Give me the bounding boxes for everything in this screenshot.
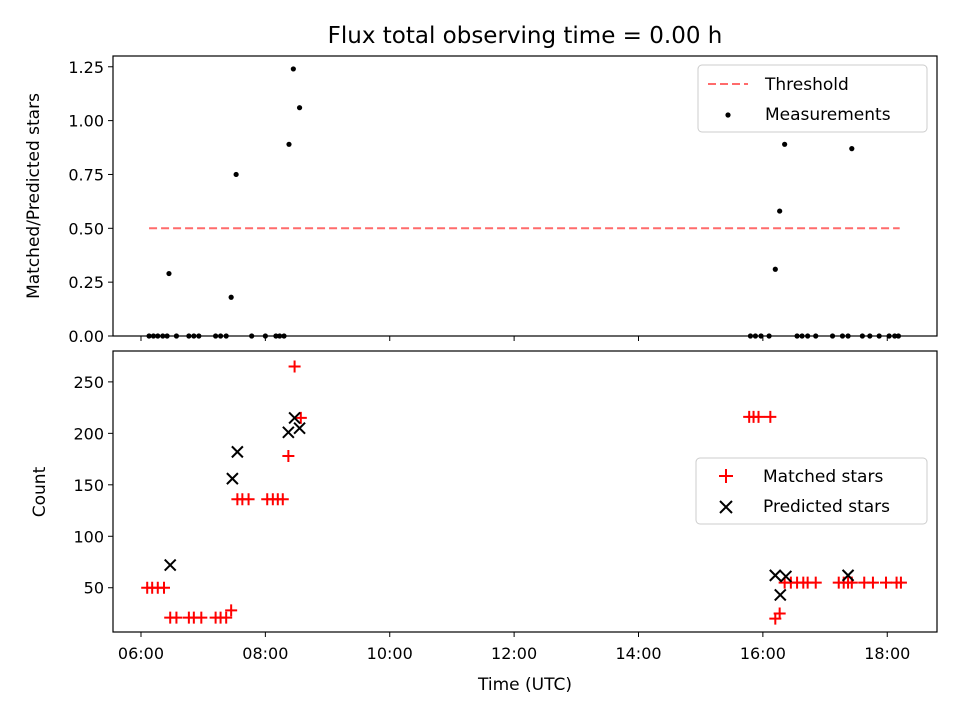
bottom-y-tick-label: 200 [73, 424, 104, 443]
top-x-axis [140, 336, 888, 341]
predicted-star-point [288, 411, 301, 425]
matched-star-point [866, 576, 879, 589]
predicted-star-point [231, 445, 244, 459]
legend-matched-label: Matched stars [763, 467, 883, 487]
measurement-point [782, 141, 788, 147]
bottom-legend-box [695, 457, 928, 525]
matched-star-point [225, 604, 238, 617]
top-y-axis: 0.00 0.25 0.50 0.75 1.00 1.25 [68, 58, 113, 346]
predicted-star-point [841, 569, 855, 582]
matched-star-point [288, 360, 301, 373]
top-y-tick-label: 0.75 [68, 165, 104, 184]
predicted-star-point [282, 426, 295, 439]
top-y-tick-label: 1.00 [68, 112, 104, 131]
measurement-point [296, 105, 303, 111]
bottom-y-tick-label: 250 [73, 373, 104, 392]
matched-star-point [195, 611, 208, 624]
legend-measurements-label: Measurements [765, 105, 891, 125]
predicted-star-point [769, 569, 782, 582]
matched-star-point [880, 576, 893, 589]
bottom-y-tick-label: 50 [84, 579, 104, 598]
measurement-point [233, 171, 239, 178]
matched-star-point [894, 576, 907, 589]
bottom-y-axis: 50 100 150 200 250 [73, 373, 113, 598]
x-tick-label: 12:00 [491, 644, 537, 663]
x-tick-label: 16:00 [740, 644, 786, 663]
legend-predicted-swatch [719, 500, 733, 514]
predicted-star-point [779, 570, 793, 583]
matched-star-point [276, 493, 289, 506]
matched-star-point [773, 607, 786, 620]
bottom-y-tick-label: 100 [73, 527, 104, 546]
x-tick-label: 10:00 [367, 644, 413, 663]
top-y-tick-label: 0.25 [68, 273, 104, 292]
predicted-star-point [774, 588, 787, 602]
bottom-y-axis-label: Count [30, 466, 50, 517]
ratio-panel: Flux total observing time = 0.00 h Match… [24, 23, 938, 346]
measurement-point [849, 146, 855, 152]
matched-star-point [157, 581, 170, 594]
matched-star-point [809, 576, 822, 589]
measurement-point [228, 294, 234, 300]
top-legend-box [697, 64, 928, 133]
predicted-star-point [226, 472, 239, 485]
top-axes-frame [112, 55, 938, 337]
bottom-x-axis: 06:00 08:00 10:00 12:00 14:00 16:00 18:00 [118, 632, 910, 663]
matched-star-point [764, 410, 777, 423]
predicted-star-point [293, 421, 306, 435]
bottom-legend: Matched stars Predicted stars [695, 457, 928, 525]
x-tick-label: 14:00 [615, 644, 661, 663]
legend-predicted-label: Predicted stars [763, 497, 890, 517]
top-y-tick-label: 0.50 [68, 219, 104, 238]
x-tick-label: 06:00 [118, 644, 164, 663]
matched-star-point [220, 611, 233, 624]
top-y-axis-label: Matched/Predicted stars [24, 93, 44, 299]
x-tick-label: 08:00 [242, 644, 288, 663]
matched-star-point [294, 411, 307, 424]
matched-star-point [242, 493, 255, 506]
matched-star-point [282, 449, 295, 462]
chart-title: Flux total observing time = 0.00 h [328, 23, 723, 49]
top-legend: Threshold Measurements [697, 64, 928, 133]
measurement-point [166, 270, 172, 277]
measurement-point [290, 66, 296, 72]
bottom-axes-frame [112, 350, 938, 633]
matched-star-point [170, 611, 183, 624]
x-tick-label: 18:00 [864, 644, 910, 663]
measurement-point [286, 141, 292, 147]
bottom-plot-area [141, 360, 907, 625]
x-axis-label: Time (UTC) [477, 675, 572, 695]
top-y-tick-label: 0.00 [68, 327, 104, 346]
legend-matched-swatch [719, 469, 733, 483]
matched-star-point [752, 410, 765, 423]
legend-threshold-label: Threshold [764, 75, 849, 95]
count-panel: Count Time (UTC) 50 100 150 200 250 06:00 08:… [30, 350, 938, 695]
top-y-tick-label: 1.25 [68, 58, 104, 77]
bottom-y-tick-label: 150 [73, 476, 104, 495]
measurement-point [772, 266, 778, 272]
legend-measurements-swatch [725, 112, 731, 118]
predicted-star-point [164, 558, 177, 572]
measurement-point [777, 208, 783, 214]
